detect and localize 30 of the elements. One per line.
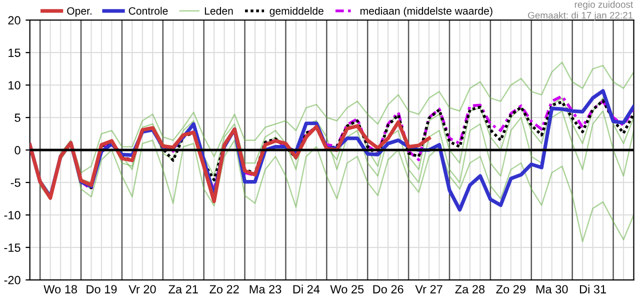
y-tick-label: 0 — [14, 146, 20, 154]
legend-label: Oper. — [67, 7, 92, 17]
x-tick-label: Wo 18 — [44, 285, 77, 294]
y-tick-label: 20 — [8, 16, 20, 24]
legend-label: gemiddelde — [270, 6, 324, 17]
x-tick-label: Do 26 — [373, 285, 404, 294]
x-tick-label: Zo 22 — [210, 285, 239, 294]
x-tick-label: Di 24 — [293, 284, 320, 294]
text: regio zuidoost — [574, 0, 634, 10]
annotation: Gemaakt: di 17 jan 22:21 — [528, 12, 633, 21]
x-tick-label: Ma 23 — [250, 285, 282, 294]
x-tick-label: Di 31 — [580, 284, 606, 294]
x-tick-label: Wo 25 — [330, 285, 364, 294]
y-tick-label: -5 — [10, 178, 20, 187]
y-tick-label: -20 — [4, 276, 20, 284]
y-tick-label: 15 — [8, 48, 20, 57]
x-tick-label: Za 28 — [455, 285, 485, 294]
y-tick-label: -15 — [4, 244, 20, 252]
x-tick-label: Vr 27 — [415, 285, 442, 294]
y-tick-label: 10 — [8, 81, 20, 90]
x-tick-label: Vr 20 — [128, 285, 156, 294]
x-tick-label: Zo 29 — [496, 285, 526, 294]
y-tick-label: -10 — [4, 210, 20, 220]
y-tick-label: 5 — [14, 114, 20, 122]
legend-label: Leden — [204, 6, 233, 15]
legend-label: Controle — [128, 6, 168, 15]
x-tick-label: Ma 30 — [536, 285, 568, 294]
legend-label: mediaan (middelste waarde) — [360, 6, 492, 17]
x-tick-label: Do 19 — [86, 285, 117, 294]
x-tick-label: Za 21 — [168, 285, 198, 294]
